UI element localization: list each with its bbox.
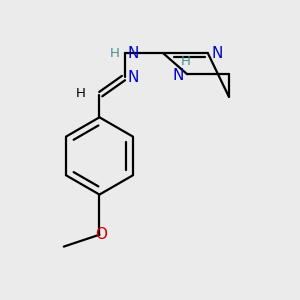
Text: N: N [127,70,139,85]
Text: H: H [76,87,86,100]
Text: H: H [110,47,119,60]
Text: H: H [181,55,190,68]
Text: N: N [173,68,184,83]
Text: N: N [127,46,139,61]
Text: O: O [95,227,107,242]
Text: N: N [212,46,223,61]
